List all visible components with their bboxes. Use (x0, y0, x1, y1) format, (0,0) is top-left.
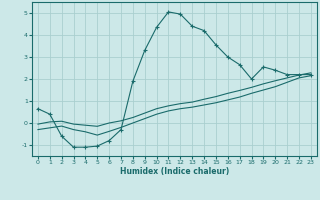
X-axis label: Humidex (Indice chaleur): Humidex (Indice chaleur) (120, 167, 229, 176)
